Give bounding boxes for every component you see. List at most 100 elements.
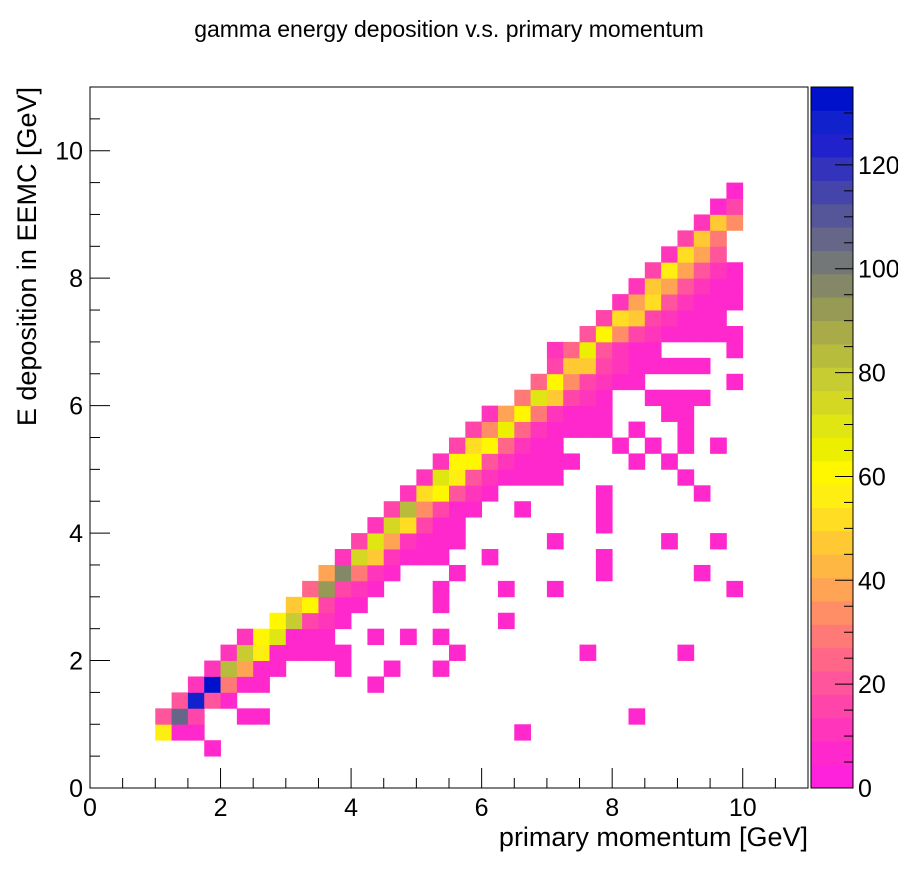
heatmap-cell	[546, 533, 564, 550]
heatmap-cell	[563, 357, 580, 375]
heatmap-cell	[465, 485, 483, 502]
heatmap-cell	[236, 660, 254, 677]
colorbar-swatch	[811, 764, 853, 789]
heatmap-cell	[302, 644, 319, 661]
colorbar	[810, 86, 854, 789]
heatmap-cell	[628, 373, 646, 391]
heatmap-cell	[579, 357, 597, 375]
y-axis-ticks	[90, 86, 110, 789]
heatmap-cell	[269, 660, 287, 677]
heatmap-cell	[628, 325, 646, 343]
colorbar-swatch	[811, 297, 853, 322]
heatmap-cell	[693, 357, 711, 375]
heatmap-cell	[628, 294, 646, 311]
colorbar-tick-label: 0	[858, 775, 872, 803]
heatmap-cell	[563, 421, 580, 438]
heatmap-cell	[204, 660, 221, 677]
heatmap-cell	[579, 421, 597, 438]
colorbar-swatch	[811, 157, 853, 181]
heatmap-cell	[383, 501, 401, 518]
heatmap-cell	[253, 708, 270, 725]
heatmap-cell	[677, 644, 695, 661]
heatmap-cell	[677, 246, 695, 263]
heatmap-cell	[187, 676, 205, 693]
heatmap-cell	[726, 278, 744, 295]
y-tick-label: 0	[69, 775, 83, 803]
x-axis-tick-labels: 0 2 4 6 8 10	[83, 794, 757, 822]
heatmap-cell	[269, 612, 287, 630]
heatmap-cell	[661, 262, 678, 279]
heatmap-cell	[710, 246, 727, 263]
heatmap-cell	[644, 262, 662, 279]
heatmap-cell	[595, 485, 613, 502]
colorbar-tick-label: 80	[858, 360, 886, 388]
heatmap-cell	[449, 517, 466, 534]
heatmap-cell	[334, 660, 352, 677]
heatmap-cell	[334, 564, 352, 582]
heatmap-cell	[563, 405, 580, 422]
heatmap-cell	[187, 724, 205, 741]
heatmap-cell	[514, 453, 531, 470]
heatmap-cell	[677, 278, 695, 295]
heatmap-cell	[644, 325, 662, 343]
heatmap-cell	[628, 453, 646, 470]
heatmap-cell	[253, 644, 270, 661]
heatmap-cell	[497, 453, 515, 470]
heatmap-cell	[579, 373, 597, 391]
heatmap-cell	[644, 294, 662, 311]
heatmap-cell	[677, 405, 695, 422]
heatmap-cell	[563, 373, 580, 391]
heatmap-cell	[710, 310, 727, 327]
heatmap-cell	[546, 373, 564, 391]
heatmap-cell	[546, 341, 564, 359]
heatmap-cell	[595, 405, 613, 422]
colorbar-tick-label: 100	[858, 256, 898, 284]
heatmap-cell	[236, 628, 254, 646]
heatmap-cell	[726, 182, 744, 199]
heatmap-cell	[612, 357, 629, 375]
colorbar-frame	[810, 86, 854, 789]
colorbar-swatch	[811, 367, 853, 392]
heatmap-cell	[710, 533, 727, 550]
heatmap-cell	[677, 294, 695, 311]
heatmap-cell	[563, 389, 580, 407]
colorbar-swatch	[811, 624, 853, 649]
heatmap-cell	[497, 612, 515, 630]
heatmap-cell	[367, 549, 385, 566]
heatmap-cell	[661, 533, 678, 550]
heatmap-cell	[661, 246, 678, 263]
colorbar-swatch	[811, 460, 853, 485]
colorbar-swatch	[811, 133, 853, 158]
y-tick-label: 6	[69, 393, 83, 421]
colorbar-swatch	[811, 273, 853, 298]
heatmap-cell	[253, 676, 270, 693]
heatmap-cell	[497, 437, 515, 454]
heatmap-cell	[546, 405, 564, 422]
heatmap-cell	[416, 517, 434, 534]
heatmap-cell	[693, 485, 711, 502]
heatmap-cell	[644, 389, 662, 407]
heatmap-cell	[546, 469, 564, 486]
colorbar-swatch	[811, 741, 853, 766]
heatmap-cell	[693, 262, 711, 279]
heatmap-cell	[661, 294, 678, 311]
heatmap-cell	[595, 341, 613, 359]
heatmap-cell	[334, 549, 352, 566]
heatmap-cell	[481, 469, 499, 486]
heatmap-cell	[579, 405, 597, 422]
colorbar-swatch	[811, 390, 853, 415]
heatmap-cell	[726, 262, 744, 279]
heatmap-cell	[465, 453, 483, 470]
heatmap-cell	[171, 724, 189, 741]
colorbar-swatch	[811, 414, 853, 438]
heatmap-cell	[693, 294, 711, 311]
heatmap-cell	[155, 724, 172, 741]
heatmap-cell	[465, 469, 483, 486]
heatmap-cell	[302, 628, 319, 646]
heatmap-cell	[481, 549, 499, 566]
heatmap-cell	[628, 310, 646, 327]
heatmap-cell	[644, 357, 662, 375]
heatmap-cell	[220, 660, 238, 677]
colorbar-swatch	[811, 577, 853, 602]
heatmap-cell	[367, 564, 385, 582]
